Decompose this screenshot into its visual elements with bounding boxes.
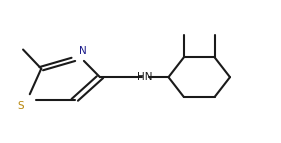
Text: HN: HN <box>137 72 153 82</box>
Text: S: S <box>17 101 24 111</box>
Text: N: N <box>79 46 87 56</box>
